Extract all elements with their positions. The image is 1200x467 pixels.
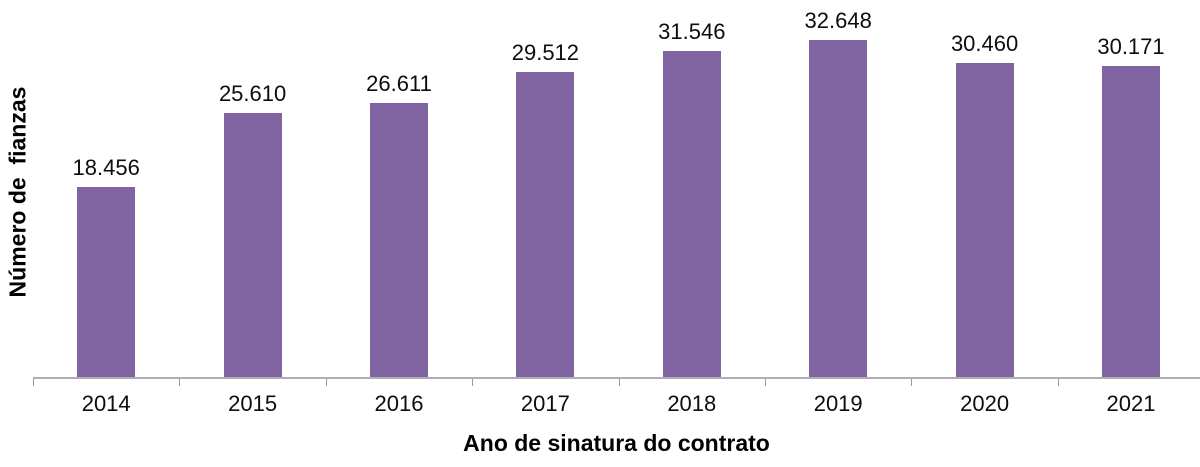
value-label-2016: 26.611 bbox=[366, 71, 432, 96]
x-axis-tick bbox=[619, 379, 620, 386]
value-label-2021: 30.171 bbox=[1097, 34, 1165, 59]
x-axis-tick bbox=[1058, 379, 1059, 386]
x-tick-label-2020: 2020 bbox=[960, 391, 1010, 416]
x-tick-label-2014: 2014 bbox=[81, 391, 131, 416]
x-axis-line bbox=[33, 377, 1200, 379]
bar-2017 bbox=[516, 72, 575, 378]
x-axis-tick bbox=[765, 379, 766, 386]
x-tick-label-2017: 2017 bbox=[520, 391, 570, 416]
y-axis-title: Número de fianzas bbox=[4, 86, 31, 298]
value-label-2018: 31.546 bbox=[658, 19, 726, 44]
value-label-2019: 32.648 bbox=[804, 8, 872, 33]
bar-2021 bbox=[1102, 66, 1160, 378]
bar-2014 bbox=[77, 187, 136, 378]
x-tick-label-2015: 2015 bbox=[228, 391, 278, 416]
value-label-2017: 29.512 bbox=[511, 40, 580, 65]
x-tick-label-2021: 2021 bbox=[1106, 391, 1156, 416]
x-tick-label-2018: 2018 bbox=[667, 391, 717, 416]
x-tick-label-2016: 2016 bbox=[374, 391, 424, 416]
value-label-2014: 18.456 bbox=[72, 155, 140, 180]
x-axis-tick bbox=[326, 379, 327, 386]
x-axis-tick bbox=[472, 379, 473, 386]
bar-2018 bbox=[662, 51, 721, 378]
bar-2016 bbox=[370, 103, 428, 378]
x-axis-title: Ano de sinatura do contrato bbox=[463, 430, 770, 456]
bar-2020 bbox=[955, 63, 1014, 378]
x-tick-label-2019: 2019 bbox=[813, 391, 863, 416]
value-label-2020: 30.460 bbox=[950, 31, 1019, 56]
bar-2015 bbox=[223, 113, 282, 378]
x-axis-tick bbox=[33, 379, 34, 386]
value-label-2015: 25.610 bbox=[218, 81, 287, 106]
x-axis-tick bbox=[911, 379, 912, 386]
x-axis-tick bbox=[179, 379, 180, 386]
bar-2019 bbox=[809, 40, 868, 378]
